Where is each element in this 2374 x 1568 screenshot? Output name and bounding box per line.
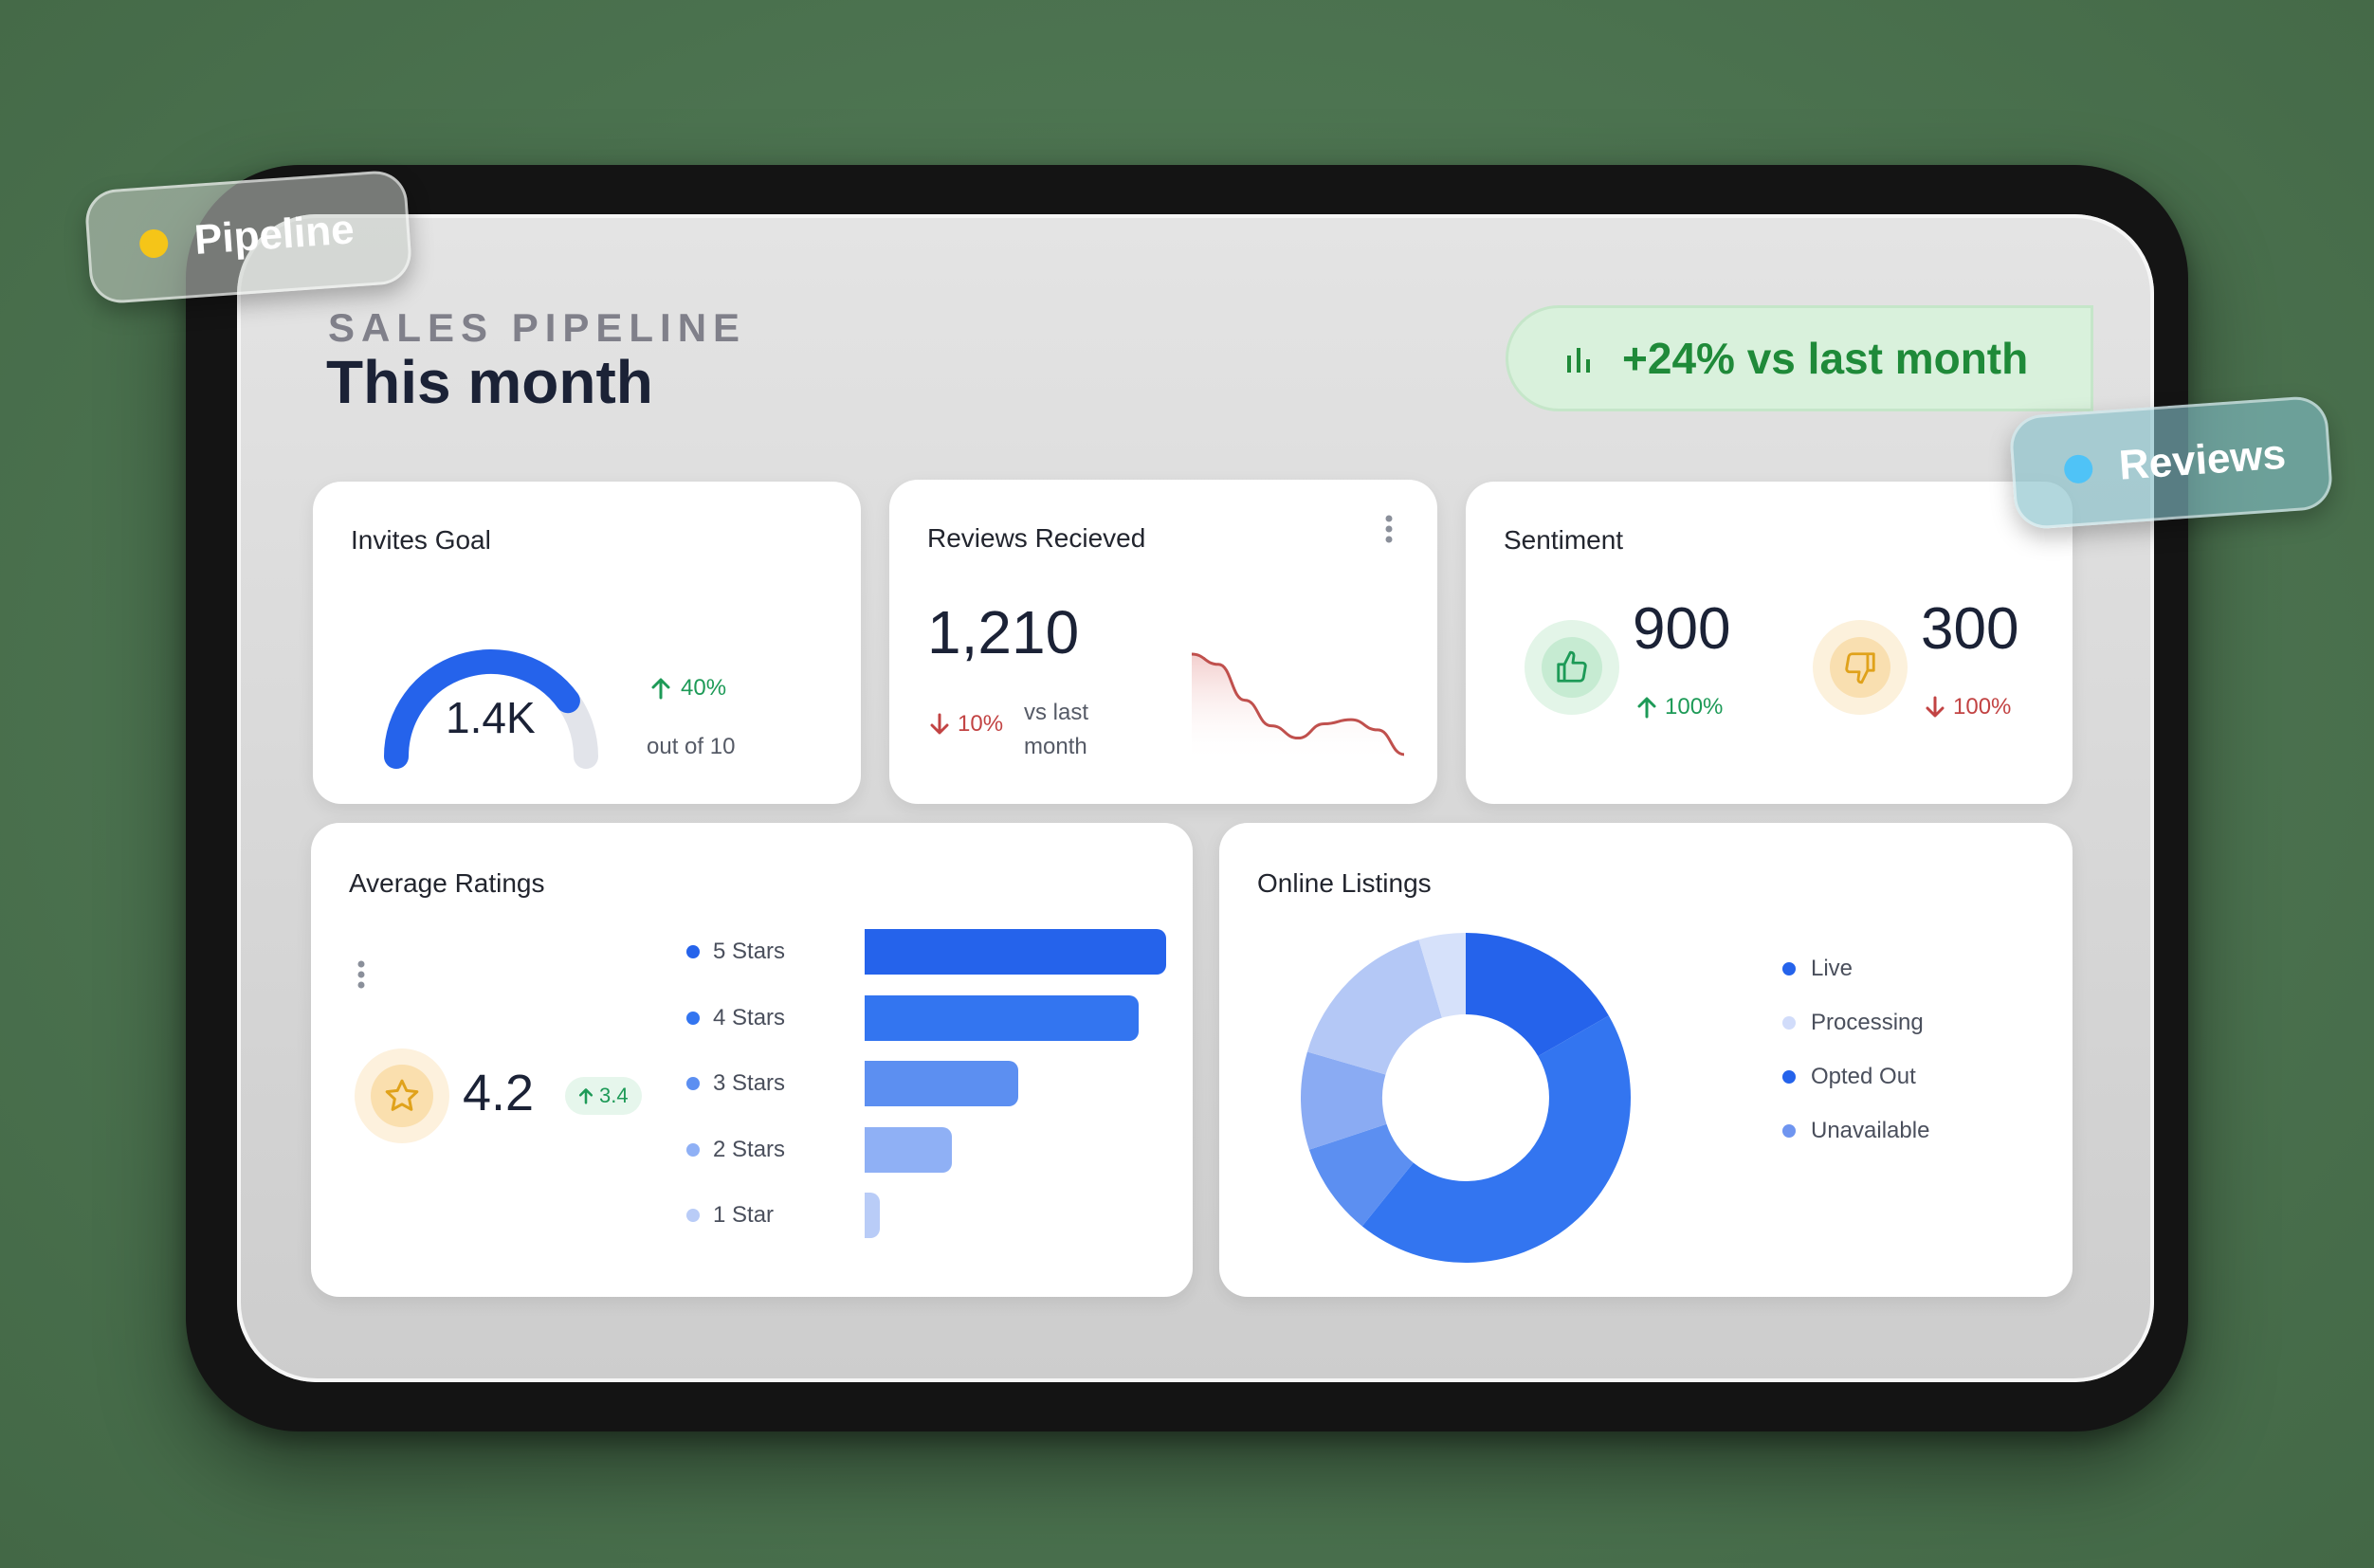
rating-bar-row: 1 Star [686,1193,1179,1238]
thumbs-up-badge [1525,620,1619,715]
cyan-dot-icon [2063,453,2094,484]
legend-dot-icon [686,1011,700,1025]
legend-item: Opted Out [1782,1064,1916,1090]
donut-slice [1306,939,1442,1075]
goal-value: 1.4K [446,693,536,742]
arrow-up-icon [578,1088,594,1104]
thumbs-down-icon [1845,652,1875,684]
rating-bar-label: 1 Star [713,1202,775,1228]
rating-change-value: 3.4 [599,1084,629,1107]
star-badge [355,1048,449,1143]
donut-slice [1301,1051,1387,1150]
negative-change-value: 100% [1953,694,2012,720]
donut-slice [1308,1123,1414,1227]
dashboard-screen: SALES PIPELINE This month +24% vs last m… [237,214,2154,1382]
legend-dot-icon [1782,1016,1796,1030]
reviews-caption-2: month [1024,734,1087,759]
reviews-caption-1: vs last [1024,700,1089,725]
arrow-down-icon [930,713,949,735]
section-eyebrow: SALES PIPELINE [328,305,747,350]
average-ratings-card[interactable]: Average Ratings 4.2 3.4 5 Stars 4 Stars 3 … [311,823,1193,1297]
goal-gauge [384,649,598,769]
negative-value: 300 [1921,596,2019,662]
listings-donut-chart [1301,933,1631,1263]
legend-label: Processing [1811,1010,1924,1035]
rating-bar [865,929,1166,975]
page-title: This month [326,348,653,416]
trend-label: +24% vs last month [1622,334,2029,383]
donut-slice [1466,933,1609,1057]
gauge-fill [384,649,580,769]
donut-slice [1361,1015,1631,1263]
legend-dot-icon [686,1209,700,1222]
negative-change: 100% [1925,694,2011,720]
rating-bar-label: 5 Stars [713,939,786,964]
rating-bar [865,1061,1019,1106]
legend-dot-icon [1782,1070,1796,1084]
yellow-dot-icon [138,228,170,259]
bar-chart-icon [1567,348,1590,373]
rating-bar [865,994,1140,1041]
legend-item: Unavailable [1782,1118,1929,1144]
pipeline-tag-label: Pipeline [192,206,356,264]
positive-change: 100% [1636,694,1723,720]
rating-change-badge: 3.4 [565,1077,642,1115]
legend-dot-icon [1782,962,1796,975]
card-title: Sentiment [1504,525,1624,555]
legend-label: Opted Out [1811,1064,1916,1089]
arrow-down-icon [1926,696,1945,718]
legend-dot-icon [686,945,700,958]
legend-dot-icon [686,1142,700,1157]
goal-change-value: 40% [681,675,727,701]
reviews-value: 1,210 [927,598,1080,666]
card-title: Average Ratings [349,868,545,898]
more-options-icon[interactable] [1384,514,1394,544]
reviews-change: 10% [929,711,1003,738]
rating-bar-row: 3 Stars [686,1061,1179,1106]
invites-goal-card[interactable]: Invites Goal 1.4K 40% out of 10 [313,482,861,804]
trend-badge[interactable]: +24% vs last month [1506,305,2093,411]
thumbs-down-badge [1813,620,1908,715]
arrow-up-icon [1637,697,1656,719]
rating-bar-label: 2 Stars [713,1136,786,1162]
thumbs-up-icon [1557,650,1587,683]
pipeline-tag[interactable]: Pipeline [83,169,413,305]
rating-bar [865,1193,880,1238]
card-title: Reviews Recieved [927,523,1146,553]
card-title: Invites Goal [351,525,491,555]
rating-bar-row: 4 Stars [686,994,1179,1041]
rating-bar-row: 5 Stars [686,929,1179,975]
legend-label: Unavailable [1811,1118,1930,1143]
donut-slice [1418,933,1466,1018]
positive-value: 900 [1633,596,1731,662]
rating-value: 4.2 [463,1065,535,1121]
more-options-icon[interactable] [356,959,366,990]
legend-dot-icon [686,1077,700,1090]
legend-dot-icon [1782,1124,1796,1138]
sentiment-card[interactable]: Sentiment 900 100% 300 [1466,482,2073,804]
card-title: Online Listings [1257,868,1432,898]
reviews-tag[interactable]: Reviews [2008,394,2334,531]
positive-change-value: 100% [1665,694,1724,720]
reviews-sparkline [1191,652,1405,762]
ratings-bar-chart: 5 Stars 4 Stars 3 Stars 2 Stars 1 Star [686,929,1179,1270]
arrow-up-icon [651,678,670,700]
rating-bar-row: 2 Stars [686,1126,1179,1173]
rating-bar-label: 4 Stars [713,1004,786,1030]
legend-item: Live [1782,956,1853,982]
online-listings-card[interactable]: Online Listings Live Processing Opted Out U… [1219,823,2073,1297]
rating-bar [865,1126,953,1173]
reviews-received-card[interactable]: Reviews Recieved 1,210 10% vs last month [889,480,1437,804]
rating-bar-label: 3 Stars [713,1070,786,1096]
star-icon [385,1079,419,1111]
legend-label: Live [1811,956,1854,981]
reviews-change-value: 10% [958,711,1004,737]
goal-caption: out of 10 [647,734,736,759]
goal-change: 40% [650,675,726,702]
legend-item: Processing [1782,1010,1924,1036]
reviews-tag-label: Reviews [2117,430,2288,489]
